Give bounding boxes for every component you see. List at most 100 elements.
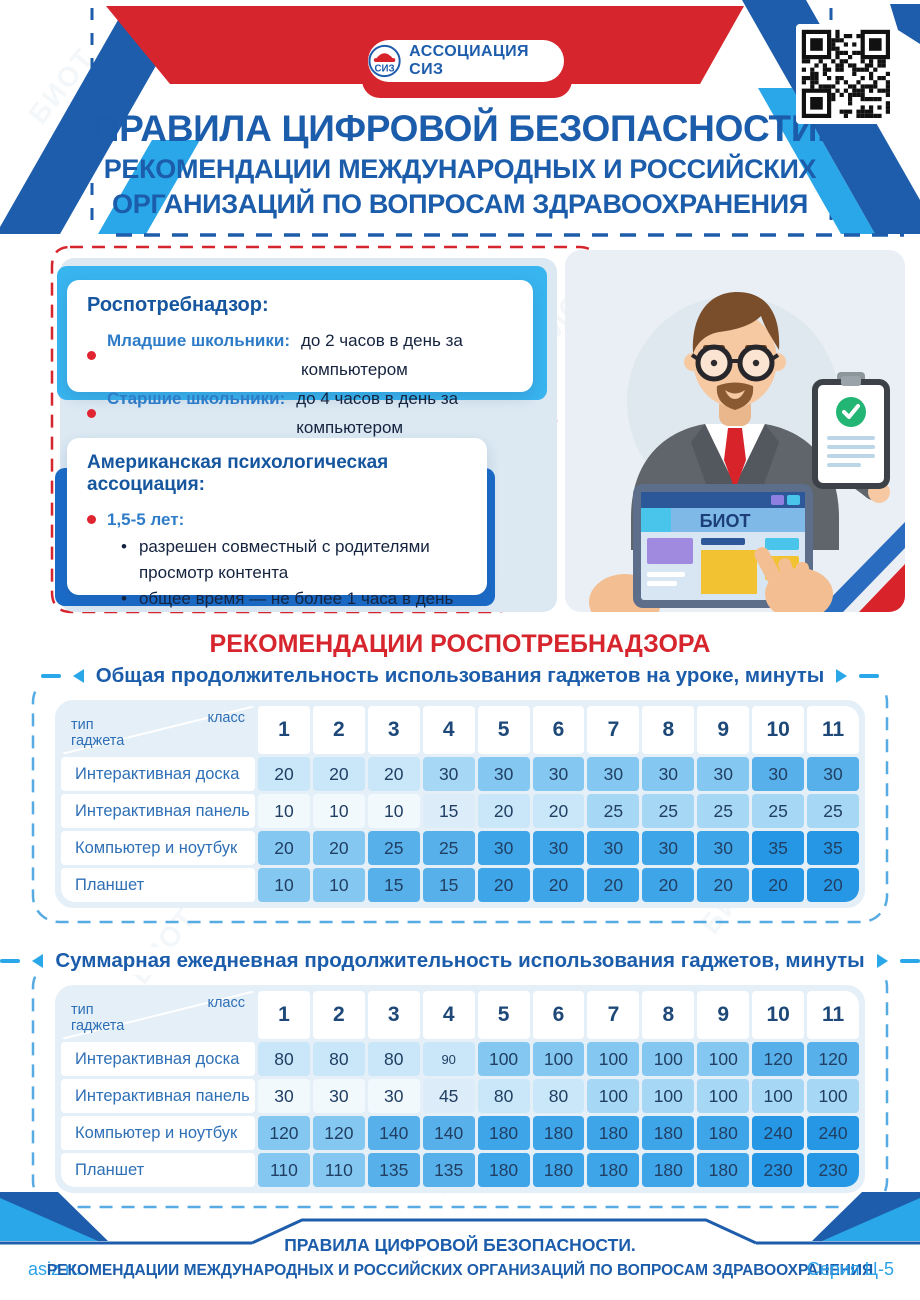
qr-code[interactable] xyxy=(796,24,896,124)
bullet-text: до 2 часов в день за компьютером xyxy=(301,331,463,379)
sub-bullet-text: разрешен совместный с родителями просмот… xyxy=(138,537,430,582)
column-header: 1 xyxy=(258,706,310,754)
column-header: 6 xyxy=(532,991,585,1039)
value-cell: 100 xyxy=(532,1042,585,1076)
value-cell: 30 xyxy=(642,757,695,791)
tie xyxy=(724,428,746,490)
poster-title-line2: РЕКОМЕНДАЦИИ МЕЖДУНАРОДНЫХ И РОССИЙСКИХ xyxy=(103,154,817,185)
footer-subtitle: РЕКОМЕНДАЦИИ МЕЖДУНАРОДНЫХ И РОССИЙСКИХ … xyxy=(46,1262,874,1279)
corner-right-label: класс xyxy=(207,995,245,1011)
column-header: 2 xyxy=(312,706,365,754)
value-cell: 80 xyxy=(258,1042,310,1076)
value-cell: 20 xyxy=(587,868,640,902)
bullet-item: Старшие школьники: до 4 часов в день за к… xyxy=(87,384,513,442)
value-cell: 120 xyxy=(807,1042,859,1076)
sub-bullet-dot-icon: • xyxy=(121,589,127,608)
column-header: 7 xyxy=(587,706,640,754)
value-cell: 20 xyxy=(642,868,695,902)
value-cell: 30 xyxy=(697,831,750,865)
value-cell: 20 xyxy=(477,794,530,828)
value-cell: 240 xyxy=(752,1116,805,1150)
association-badge: СИЗ АССОЦИАЦИЯ СИЗ xyxy=(368,40,564,82)
column-header: 10 xyxy=(752,991,805,1039)
bullet-label: 1,5-5 лет: xyxy=(107,510,185,529)
sub-bullet-text: общее время — не более 1 часа в день xyxy=(138,589,454,608)
value-cell: 80 xyxy=(532,1079,585,1113)
value-cell: 100 xyxy=(587,1079,640,1113)
column-header: 9 xyxy=(697,991,750,1039)
value-cell: 120 xyxy=(312,1116,365,1150)
row-label: Компьютер и ноутбук xyxy=(61,831,255,865)
corner-right-label: класс xyxy=(207,710,245,726)
footer-title: ПРАВИЛА ЦИФРОВОЙ БЕЗОПАСНОСТИ. xyxy=(284,1235,636,1255)
bullet-dot-icon xyxy=(87,408,96,418)
value-cell: 35 xyxy=(807,831,859,865)
value-cell: 25 xyxy=(367,831,420,865)
column-header: 8 xyxy=(642,706,695,754)
value-cell: 100 xyxy=(697,1042,750,1076)
column-header: 11 xyxy=(807,706,859,754)
value-cell: 230 xyxy=(807,1153,859,1187)
sub-bullet-dot-icon: • xyxy=(121,537,127,556)
usage-table-lesson: тип гаджета класс 1 2 3 4 5 6 7 8 9 10 11 Интерактивн… xyxy=(55,700,865,908)
value-cell: 10 xyxy=(367,794,420,828)
value-cell: 100 xyxy=(642,1079,695,1113)
column-header: 5 xyxy=(477,991,530,1039)
row-label: Компьютер и ноутбук xyxy=(61,1116,255,1150)
value-cell: 35 xyxy=(752,831,805,865)
poster-title-line3: ОРГАНИЗАЦИЙ ПО ВОПРОСАМ ЗДРАВООХРАНЕНИЯ xyxy=(112,189,808,220)
bullet-label: Младшие школьники: xyxy=(107,331,291,350)
value-cell: 30 xyxy=(422,757,475,791)
value-cell: 135 xyxy=(367,1153,420,1187)
svg-text:СИЗ: СИЗ xyxy=(375,64,395,75)
value-cell: 80 xyxy=(312,1042,365,1076)
value-cell: 30 xyxy=(312,1079,365,1113)
column-header: 6 xyxy=(532,706,585,754)
value-cell: 25 xyxy=(422,831,475,865)
table2-caption: Суммарная ежедневная продолжительность и… xyxy=(55,949,865,972)
value-cell: 20 xyxy=(312,831,365,865)
value-cell: 180 xyxy=(587,1153,640,1187)
value-cell: 80 xyxy=(367,1042,420,1076)
row-label: Интерактивная панель xyxy=(61,794,255,828)
column-header: 9 xyxy=(697,706,750,754)
value-cell: 100 xyxy=(477,1042,530,1076)
value-cell: 100 xyxy=(642,1042,695,1076)
value-cell: 25 xyxy=(807,794,859,828)
site-link[interactable]: asiz.ru xyxy=(28,1259,82,1279)
value-cell: 30 xyxy=(587,831,640,865)
bullet-dot-icon xyxy=(87,515,96,524)
arrow-right-icon xyxy=(876,954,888,968)
sub-bullet-item: • разрешен совместный с родителями просмо… xyxy=(121,534,467,586)
row-label: Интерактивная доска xyxy=(61,757,255,791)
card-title: Роспотребнадзор: xyxy=(87,294,269,316)
dash-decoration xyxy=(0,959,21,963)
column-header: 4 xyxy=(422,991,475,1039)
table-corner-cell: тип гаджета класс xyxy=(61,706,255,754)
value-cell: 15 xyxy=(422,794,475,828)
value-cell: 180 xyxy=(587,1116,640,1150)
value-cell: 30 xyxy=(807,757,859,791)
value-cell: 180 xyxy=(697,1116,750,1150)
value-cell: 100 xyxy=(752,1079,805,1113)
row-label: Интерактивная доска xyxy=(61,1042,255,1076)
bullet-dot-icon xyxy=(87,350,96,360)
value-cell: 20 xyxy=(532,794,585,828)
value-cell: 30 xyxy=(477,757,530,791)
value-cell: 180 xyxy=(642,1116,695,1150)
value-cell: 10 xyxy=(258,868,310,902)
row-label: Интерактивная панель xyxy=(61,1079,255,1113)
dash-decoration xyxy=(899,959,920,963)
card-title: Американская психологическая ассоциация: xyxy=(87,452,389,495)
value-cell: 25 xyxy=(642,794,695,828)
column-header: 5 xyxy=(477,706,530,754)
value-cell: 45 xyxy=(422,1079,475,1113)
value-cell: 30 xyxy=(477,831,530,865)
value-cell: 20 xyxy=(258,757,310,791)
value-cell: 30 xyxy=(532,757,585,791)
value-cell: 180 xyxy=(477,1116,530,1150)
column-header: 3 xyxy=(367,991,420,1039)
table-corner-cell: тип гаджета класс xyxy=(61,991,255,1039)
card-bullets: 1,5-5 лет: • разрешен совместный с родител… xyxy=(87,505,467,612)
column-header: 8 xyxy=(642,991,695,1039)
